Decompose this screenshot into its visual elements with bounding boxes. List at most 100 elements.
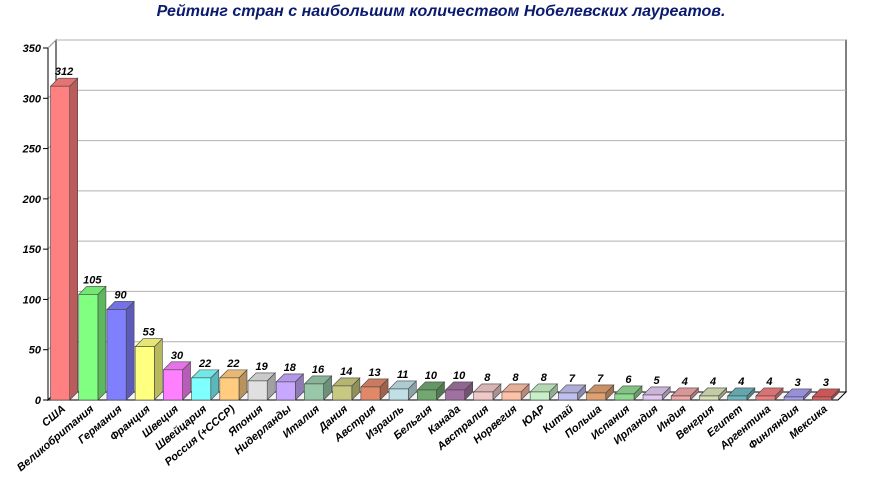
value-label: 22 [198, 358, 211, 370]
bar [78, 285, 107, 401]
bar [642, 386, 671, 401]
value-label: 30 [171, 350, 184, 362]
bar [190, 369, 220, 401]
value-label: 22 [226, 358, 239, 370]
bar [275, 373, 305, 401]
y-tick-label: 50 [29, 345, 42, 357]
y-tick-label: 150 [23, 244, 42, 256]
bar [755, 387, 784, 401]
bar [388, 380, 417, 401]
bar [247, 372, 276, 401]
value-label: 4 [737, 376, 744, 388]
bar [557, 384, 587, 401]
bar-front [755, 395, 776, 401]
gridline [47, 39, 846, 49]
value-label: 10 [425, 370, 438, 382]
bar [416, 381, 446, 401]
bar [529, 383, 559, 401]
value-label: 16 [312, 364, 325, 376]
value-label: 6 [625, 374, 632, 386]
y-tick-label: 350 [23, 43, 42, 55]
bar-front [501, 391, 522, 401]
bar-front [191, 377, 212, 401]
bar-front [529, 391, 550, 401]
y-tick-label: 300 [23, 93, 42, 105]
value-label: 10 [453, 370, 466, 382]
bar [331, 377, 361, 401]
chart-title: Рейтинг стран с наибольшим количеством Н… [156, 3, 726, 20]
bar-front [275, 381, 296, 401]
bar-side [97, 285, 107, 401]
bar [783, 388, 812, 401]
y-tick-label: 250 [22, 144, 42, 156]
value-label: 4 [765, 376, 772, 388]
bar-side [69, 77, 78, 401]
value-label: 4 [709, 376, 716, 388]
plot-back-wall [55, 39, 847, 393]
bar [501, 383, 530, 401]
bar-front [699, 395, 719, 401]
bar [444, 381, 474, 401]
bar-front [388, 388, 409, 401]
bar [698, 387, 728, 401]
bar-front [727, 395, 748, 401]
bar-front [670, 395, 691, 401]
bar [670, 387, 700, 401]
bar-front [473, 391, 494, 401]
value-label: 11 [397, 369, 408, 381]
bar-front [642, 394, 663, 401]
bar-front [304, 383, 324, 401]
bar-front [163, 369, 183, 401]
bar-front [360, 386, 381, 401]
bar-side [154, 337, 163, 401]
bar [134, 337, 164, 401]
value-label: 105 [83, 274, 102, 286]
bar-front [586, 392, 607, 401]
value-label: 3 [795, 377, 801, 389]
bar-side [125, 300, 135, 401]
value-label: 90 [114, 289, 127, 301]
bar-front [558, 392, 578, 401]
value-label: 7 [569, 373, 576, 385]
bar-front [614, 393, 635, 401]
bar-front [247, 380, 268, 401]
value-label: 7 [597, 373, 604, 385]
value-label: 4 [681, 376, 688, 388]
y-tick-label: 100 [23, 294, 42, 306]
y-tick-label: 200 [22, 194, 42, 206]
bar [106, 300, 135, 401]
bar [219, 369, 248, 401]
bar [614, 385, 643, 401]
bar [360, 378, 389, 401]
bar-front [332, 385, 353, 401]
bar-front [78, 294, 99, 401]
value-label: 19 [255, 361, 268, 373]
bar-front [445, 389, 465, 401]
value-label: 18 [284, 362, 297, 374]
bar [585, 384, 615, 401]
bar-front [50, 85, 71, 401]
y-tick-label: 0 [35, 395, 42, 407]
value-label: 13 [368, 367, 380, 379]
value-label: 5 [654, 375, 661, 387]
bar-front [134, 346, 155, 401]
value-label: 3 [823, 377, 829, 389]
bar-front [416, 389, 437, 401]
value-label: 53 [143, 327, 155, 339]
bar-front [811, 396, 832, 401]
bar [811, 388, 841, 401]
value-label: 14 [340, 366, 352, 378]
bar-front [106, 309, 127, 401]
bar-front [219, 377, 240, 401]
value-label: 8 [484, 372, 491, 384]
bar-front [783, 396, 804, 401]
bar [473, 383, 502, 401]
bar [162, 361, 192, 401]
bar [49, 77, 79, 401]
value-label: 312 [55, 66, 73, 78]
bar [726, 387, 756, 401]
value-label: 8 [512, 372, 519, 384]
bar [303, 375, 333, 401]
